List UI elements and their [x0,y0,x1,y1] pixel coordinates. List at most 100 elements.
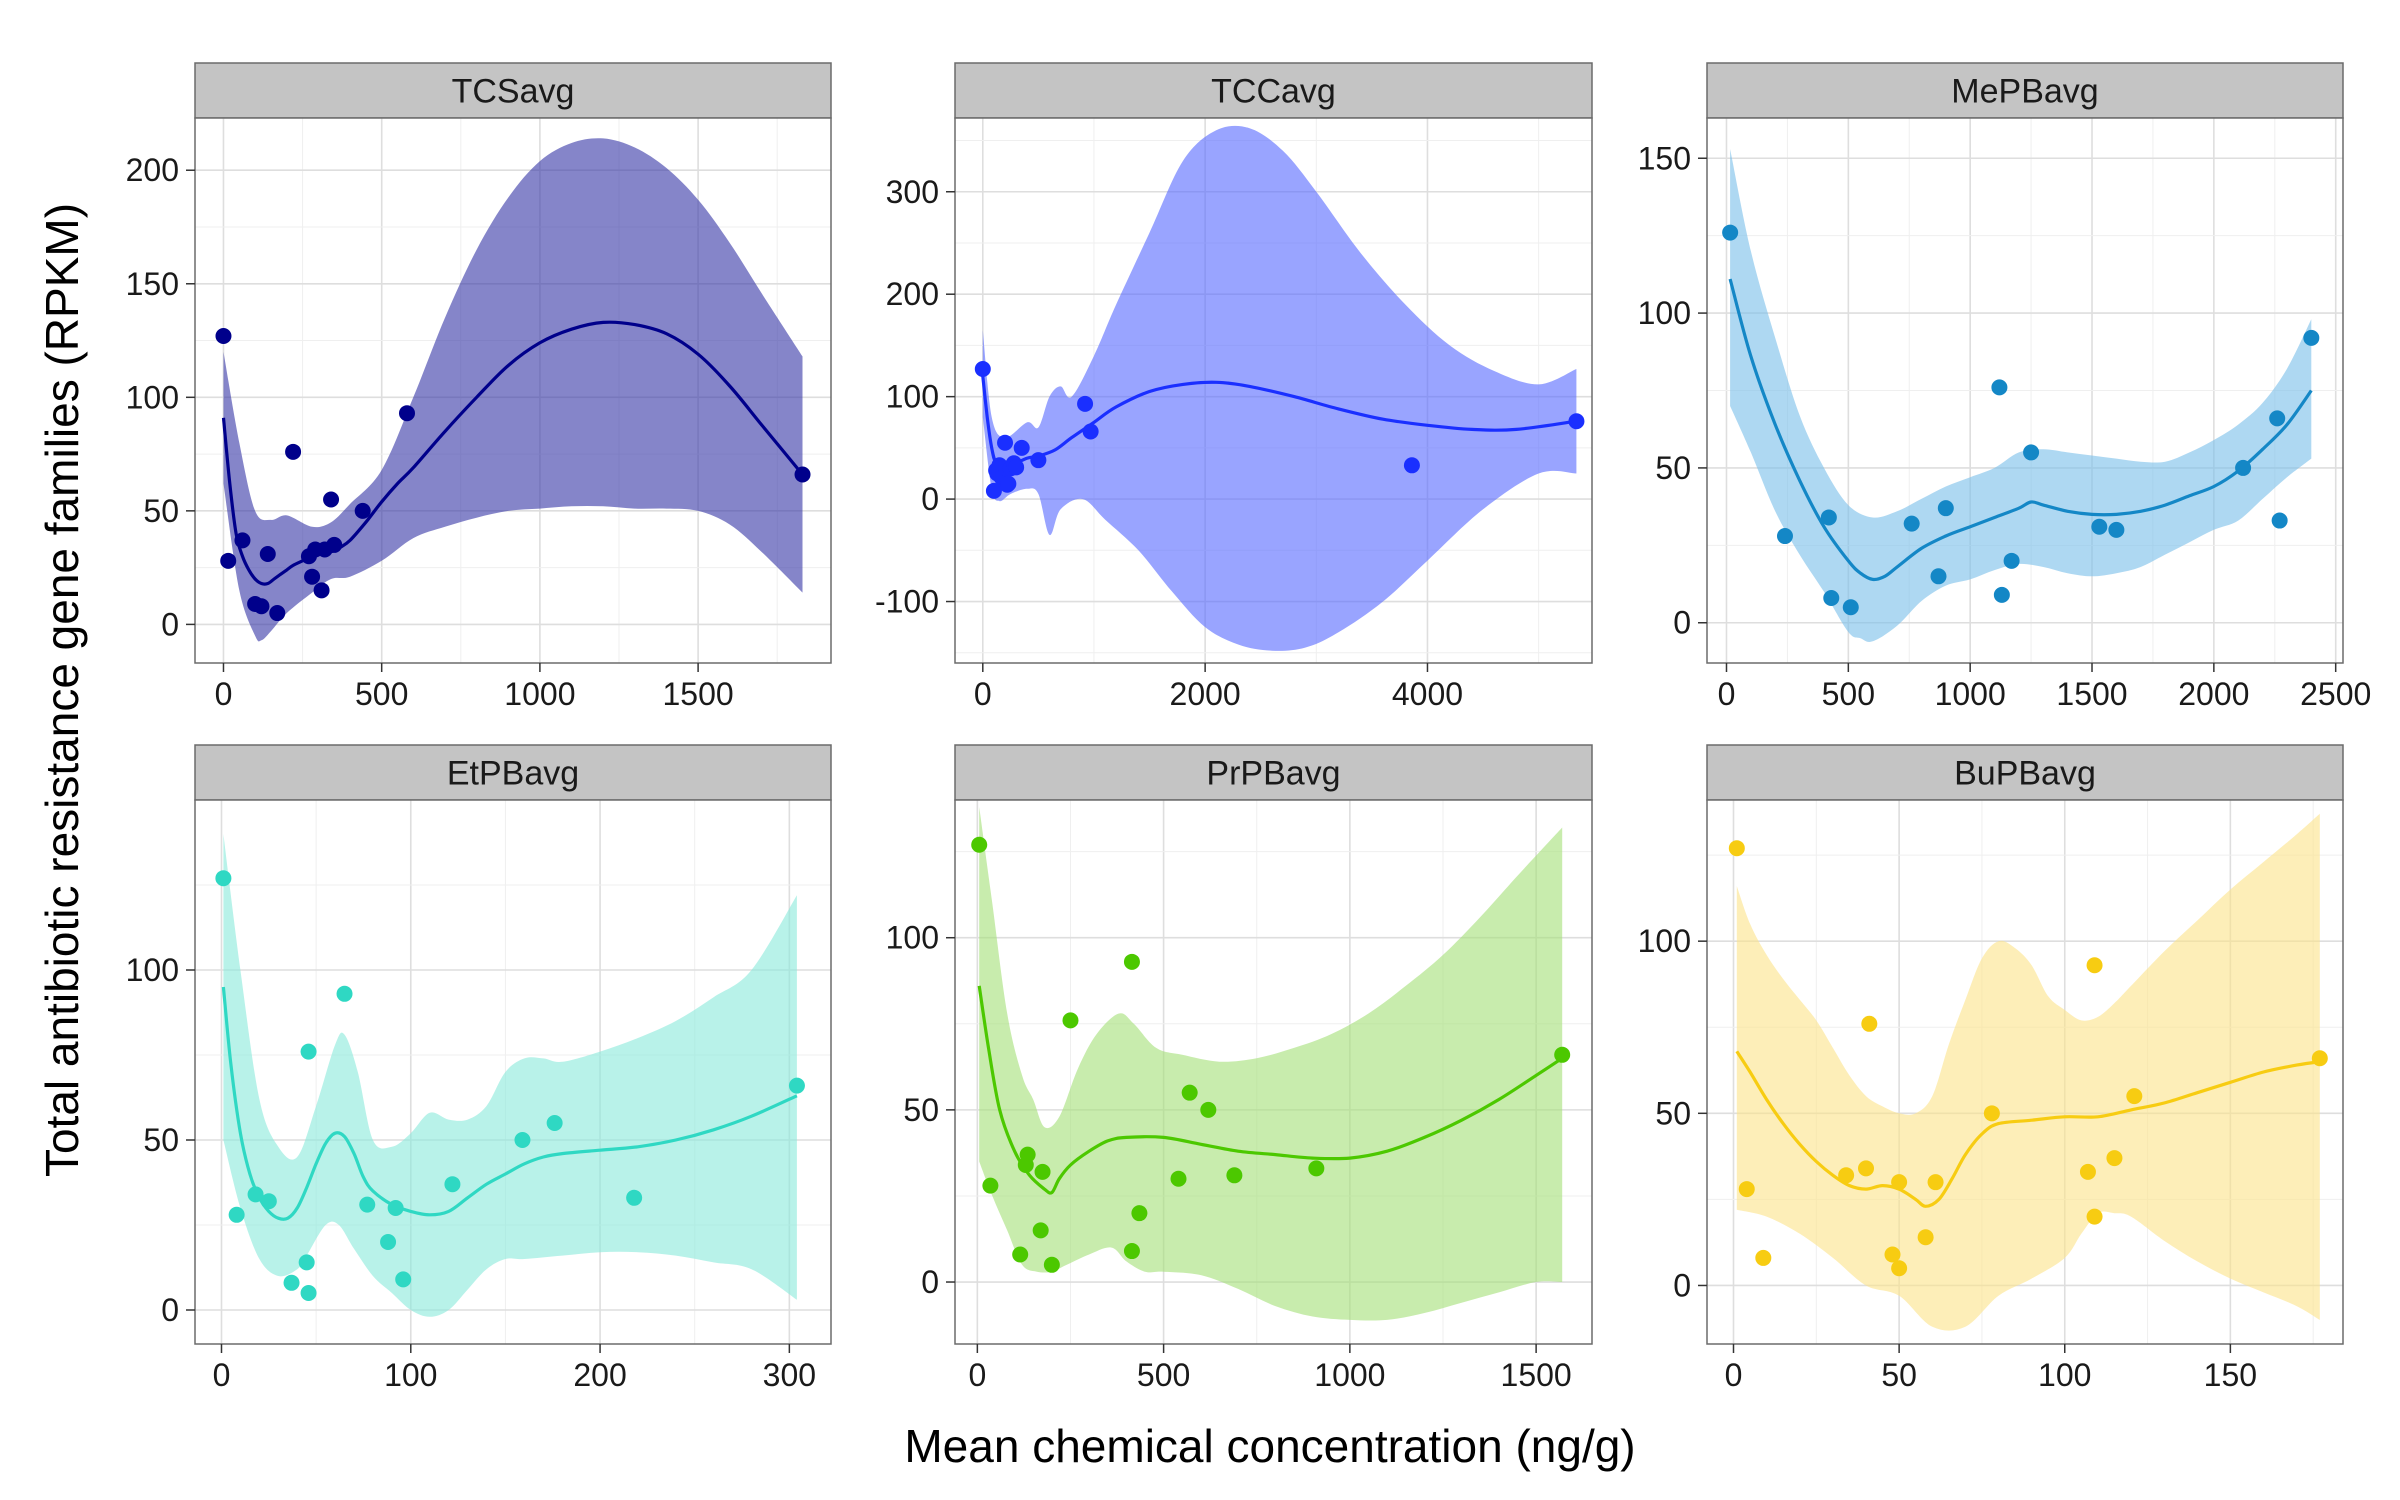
data-points [215,870,805,1301]
data-point [971,836,988,853]
data-point [247,1186,264,1203]
data-points [974,360,1585,499]
y-tick-label: -100 [875,584,939,620]
data-point [298,1254,315,1271]
data-point [2311,1050,2328,1067]
data-point [326,536,343,553]
y-tick-label: 50 [1655,450,1691,486]
y-tick-label: 100 [1638,295,1691,331]
x-tick-label: 4000 [1392,676,1463,712]
data-point [2086,957,2103,974]
data-point [1917,1229,1934,1246]
data-point [1891,1260,1908,1277]
data-point [1858,1160,1874,1177]
data-points [1722,224,2320,616]
data-point [1738,1181,1755,1198]
facet-title: MePBavg [1951,73,2098,111]
y-tick-label: 0 [161,606,179,642]
data-point [234,532,251,549]
y-axis: 0 50 100 [1638,923,1707,1303]
x-tick-label: 2000 [1170,676,1241,712]
data-point [1891,1174,1908,1191]
data-point [1123,1243,1140,1260]
x-tick-label: 0 [1725,1357,1743,1393]
data-point [1993,586,2010,603]
y-axis: 0 50 100 [126,952,195,1328]
data-point [1838,1167,1855,1184]
data-point [2126,1088,2143,1105]
panel-prpbavg: PrPBavg 0 500 1000 1500 0 50 100 [886,744,1593,1393]
y-tick-label: 0 [921,1264,939,1300]
y-axis: 0 50 100 150 [1638,140,1707,641]
data-point [1930,568,1947,585]
facet-title: BuPBavg [1954,755,2096,793]
x-axis: 0 50 100 150 [1725,1344,2257,1393]
y-tick-label: 100 [1638,923,1691,959]
data-point [1903,515,1920,532]
data-point [259,546,276,562]
panel-etpbavg: EtPBavg 0 100 200 300 0 50 100 [126,744,832,1393]
confidence-band [982,125,1577,651]
facet-title: EtPBavg [447,755,579,793]
fit-line [221,320,804,586]
data-point [1030,452,1047,469]
data-point [1181,1084,1198,1101]
data-point [1884,1246,1901,1263]
data-point [1842,599,1859,616]
facet-title: PrPBavg [1206,755,1340,793]
x-tick-label: 500 [1137,1357,1190,1393]
data-points [1728,840,2328,1277]
data-points [215,328,811,622]
y-tick-label: 0 [161,1292,179,1328]
fit-line [221,986,798,1221]
x-axis: 0 500 1000 1500 2000 2500 [1718,663,2371,712]
data-point [1082,423,1099,440]
data-point [626,1189,643,1206]
plot-area [1735,813,2321,1331]
data-point [1755,1249,1772,1266]
y-tick-label: 200 [886,276,939,312]
x-axis: 0 100 200 300 [213,1344,816,1393]
data-point [985,482,1002,499]
data-point [1077,395,1094,412]
data-point [220,552,237,569]
data-point [997,434,1014,451]
facet-strip [954,744,1593,801]
data-point [1983,1105,2000,1122]
data-point [1131,1205,1148,1222]
x-tick-label: 50 [1881,1357,1917,1393]
data-point [228,1206,245,1223]
data-point [2269,410,2286,427]
data-point [2079,1163,2096,1180]
data-point [2106,1150,2123,1167]
data-point [1019,1146,1036,1163]
data-point [546,1115,563,1131]
data-point [444,1176,461,1193]
data-point [1062,1012,1079,1029]
fit-line [977,985,1564,1195]
fit-line [1728,278,2313,582]
y-tick-label: 150 [1638,140,1691,176]
confidence-band [1730,149,2312,642]
x-tick-label: 0 [968,1357,986,1393]
data-point [1403,457,1420,474]
confidence-band [1736,813,2320,1331]
plot-area [1728,149,2313,642]
y-tick-label: 50 [903,1092,939,1128]
x-tick-label: 0 [1718,676,1736,712]
x-tick-label: 200 [573,1357,626,1393]
data-point [1013,439,1030,456]
x-axis: 0 2000 4000 [974,663,1463,712]
data-point [215,328,232,344]
data-point [2091,518,2108,535]
confidence-band [223,834,797,1317]
data-point [283,1274,300,1291]
data-point [1937,500,1954,517]
y-tick-label: 150 [126,266,179,302]
data-point [2108,521,2125,538]
data-point [2235,459,2252,476]
facet-strip [954,62,1593,119]
data-point [253,598,270,615]
